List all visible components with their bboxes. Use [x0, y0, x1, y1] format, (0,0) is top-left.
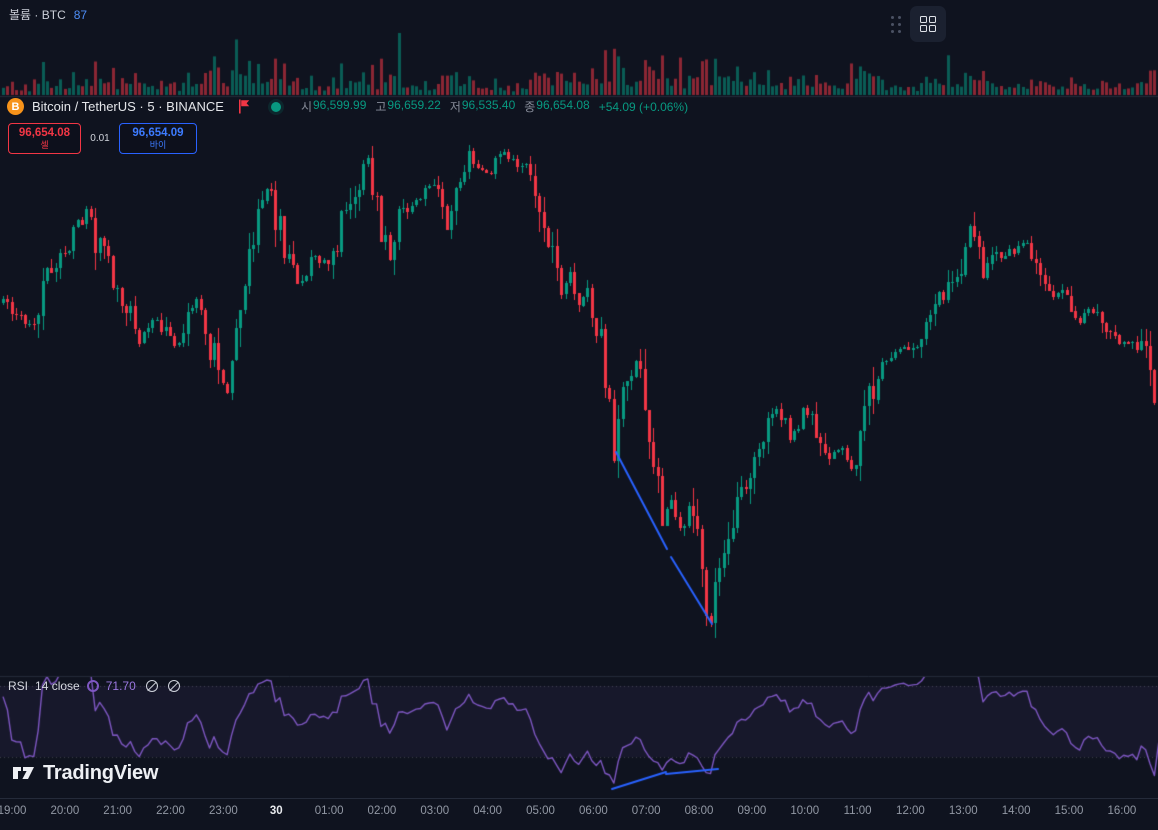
change-value: +54.09 (+0.06%): [599, 100, 688, 114]
ohlc-readout: 시96,599.99 고96,659.22 저96,535.40 종96,654…: [301, 98, 688, 115]
high-value: 96,659.22: [387, 98, 440, 115]
time-label: 21:00: [103, 805, 132, 817]
time-label: 13:00: [949, 805, 978, 817]
layout-controls: [891, 6, 946, 42]
symbol-title[interactable]: Bitcoin / TetherUS · 5 · BINANCE: [32, 99, 224, 114]
time-label: 20:00: [50, 805, 79, 817]
trade-widget: 96,654.08 셀 0.01 96,654.09 바이: [8, 123, 197, 154]
time-label: 12:00: [896, 805, 925, 817]
buy-price: 96,654.09: [132, 127, 183, 140]
time-label: 11:00: [844, 805, 872, 817]
high-label: 고: [375, 98, 386, 115]
symbol-legend: B Bitcoin / TetherUS · 5 · BINANCE 시96,5…: [7, 98, 688, 115]
time-label: 02:00: [368, 805, 397, 817]
low-label: 저: [450, 98, 461, 115]
time-label: 01:00: [315, 805, 344, 817]
tradingview-watermark[interactable]: TradingView: [10, 760, 158, 786]
sell-button[interactable]: 96,654.08 셀: [8, 123, 81, 154]
spread-value: 0.01: [81, 133, 119, 144]
time-label: 07:00: [632, 805, 661, 817]
tradingview-chart-window: 볼륨 · BTC 87 B Bitcoin / TetherUS · 5 · B…: [0, 0, 1158, 830]
drag-handle-icon[interactable]: [891, 16, 901, 33]
time-label: 16:00: [1107, 805, 1136, 817]
time-label: 05:00: [526, 805, 555, 817]
volume-legend-title: 볼륨 · BTC: [9, 6, 66, 23]
rsi-indicator-icon: [87, 680, 99, 692]
time-label: 30: [270, 805, 283, 817]
time-axis[interactable]: 19:00 20:00 21:00 22:00 23:00 30 01:00 02:00 03:…: [0, 798, 1158, 830]
market-status-icon[interactable]: [271, 102, 281, 112]
rsi-legend[interactable]: RSI 14 close 71.70: [8, 679, 180, 693]
time-label: 03:00: [420, 805, 449, 817]
rsi-menu-icon[interactable]: [168, 680, 180, 692]
rsi-value: 71.70: [106, 679, 136, 693]
time-label: 09:00: [738, 805, 767, 817]
close-value: 96,654.08: [536, 98, 589, 115]
close-label: 종: [524, 98, 535, 115]
time-label: 22:00: [156, 805, 185, 817]
open-value: 96,599.99: [313, 98, 366, 115]
sell-label: 셀: [40, 140, 48, 150]
flag-icon[interactable]: [238, 99, 251, 114]
buy-label: 바이: [150, 140, 167, 150]
rsi-hide-icon[interactable]: [146, 680, 158, 692]
buy-button[interactable]: 96,654.09 바이: [119, 123, 197, 154]
time-label: 04:00: [473, 805, 502, 817]
volume-legend-value: 87: [74, 8, 87, 22]
time-label: 06:00: [579, 805, 608, 817]
time-label: 14:00: [1002, 805, 1031, 817]
time-label: 15:00: [1055, 805, 1084, 817]
layout-grid-button[interactable]: [910, 6, 946, 42]
time-label: 19:00: [0, 805, 26, 817]
tradingview-logo-icon: [10, 760, 36, 786]
bitcoin-icon: B: [7, 98, 24, 115]
sell-price: 96,654.08: [19, 127, 70, 140]
rsi-title: RSI: [8, 679, 28, 693]
low-value: 96,535.40: [462, 98, 515, 115]
volume-legend[interactable]: 볼륨 · BTC 87: [9, 6, 87, 23]
tradingview-brand-text: TradingView: [43, 762, 158, 785]
open-label: 시: [301, 98, 312, 115]
time-label: 08:00: [685, 805, 714, 817]
time-label: 10:00: [790, 805, 819, 817]
rsi-params: 14 close: [35, 679, 80, 693]
time-label: 23:00: [209, 805, 238, 817]
layout-grid-icon: [920, 16, 936, 32]
